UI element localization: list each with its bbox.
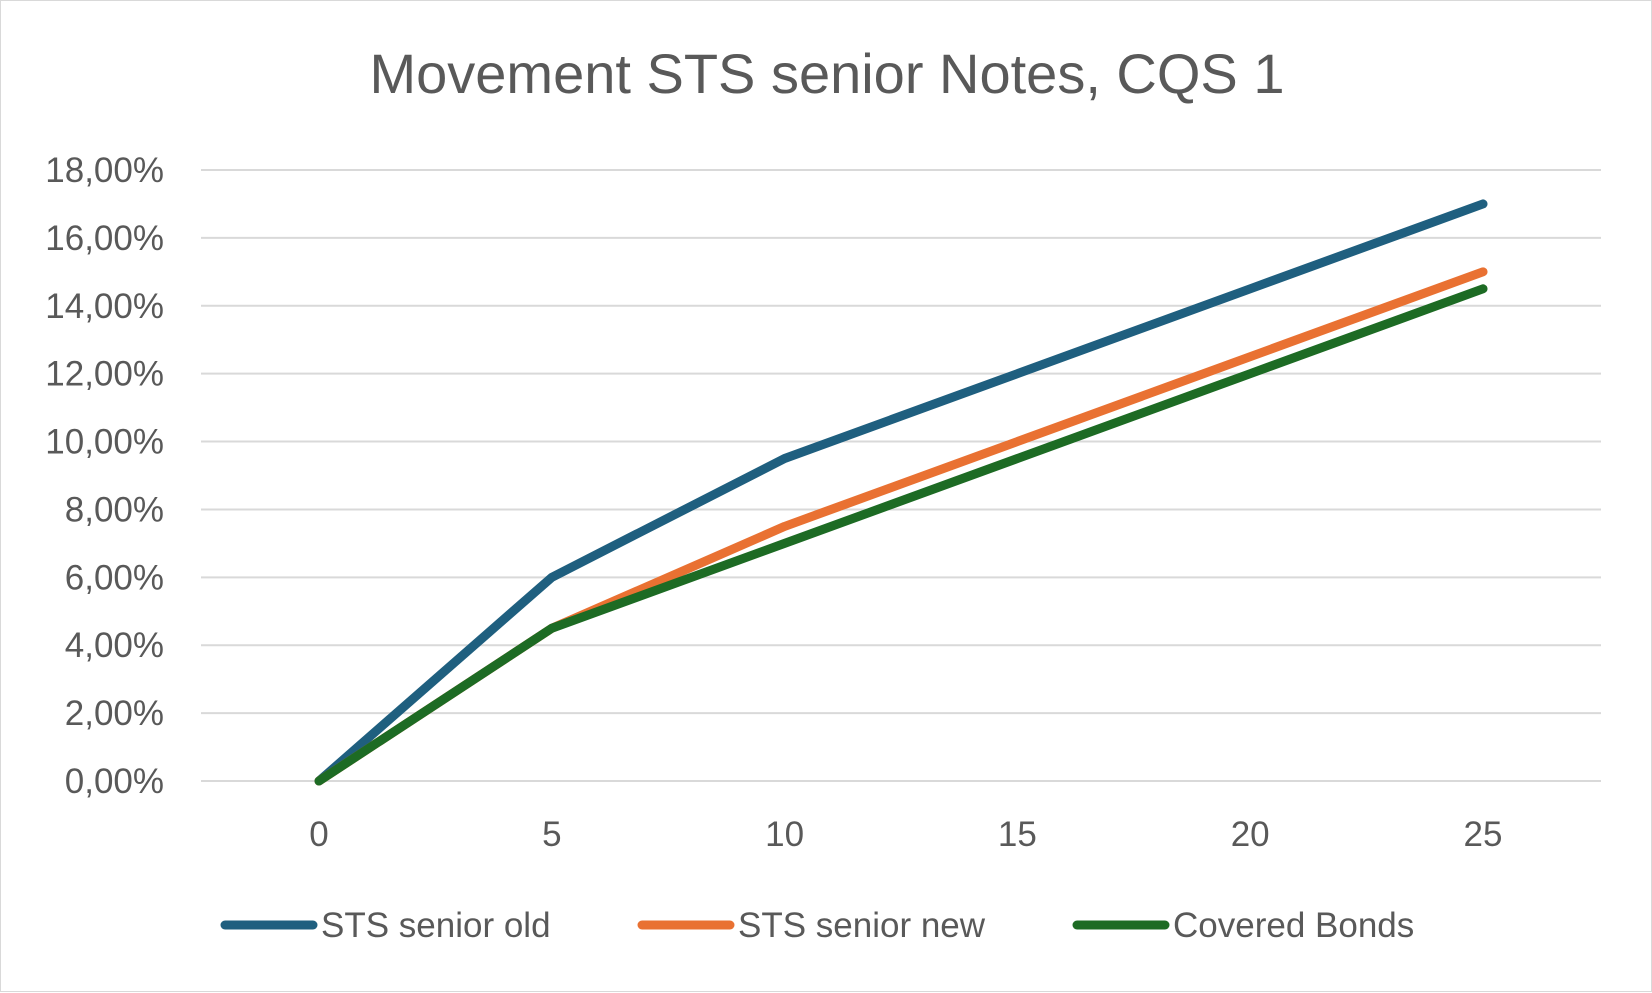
legend: STS senior old STS senior new Covered Bond…: [220, 906, 1414, 945]
series-line-sts-senior-old: [314, 199, 1488, 786]
y-tick-label: 4,00%: [65, 626, 164, 665]
series-lines: [314, 199, 1488, 786]
x-tick-label: 25: [1464, 815, 1503, 854]
x-tick-label: 5: [542, 815, 561, 854]
y-tick-label: 0,00%: [65, 762, 164, 801]
y-tick-label: 8,00%: [65, 490, 164, 529]
legend-label: Covered Bonds: [1173, 906, 1414, 945]
y-tick-label: 12,00%: [45, 355, 164, 394]
series-line-covered-bonds: [314, 284, 1488, 786]
y-tick-label: 2,00%: [65, 694, 164, 733]
y-tick-label: 10,00%: [45, 423, 164, 462]
x-axis-tick-labels: 0 5 10 15 20 25: [309, 815, 1502, 854]
gridlines: [201, 169, 1601, 782]
legend-label: STS senior new: [738, 906, 986, 945]
y-tick-label: 16,00%: [45, 219, 164, 258]
x-tick-label: 15: [998, 815, 1037, 854]
x-tick-label: 0: [309, 815, 328, 854]
y-tick-label: 6,00%: [65, 558, 164, 597]
legend-label: STS senior old: [321, 906, 551, 945]
legend-item-sts-senior-old: STS senior old: [220, 906, 551, 945]
x-tick-label: 10: [765, 815, 804, 854]
x-tick-label: 20: [1231, 815, 1270, 854]
y-tick-label: 14,00%: [45, 287, 164, 326]
chart-title: Movement STS senior Notes, CQS 1: [369, 42, 1284, 105]
legend-item-covered-bonds: Covered Bonds: [1072, 906, 1414, 945]
y-axis-tick-labels: 0,00% 2,00% 4,00% 6,00% 8,00% 10,00% 12,00% 14,…: [45, 151, 164, 801]
y-tick-label: 18,00%: [45, 151, 164, 190]
legend-item-sts-senior-new: STS senior new: [637, 906, 986, 945]
